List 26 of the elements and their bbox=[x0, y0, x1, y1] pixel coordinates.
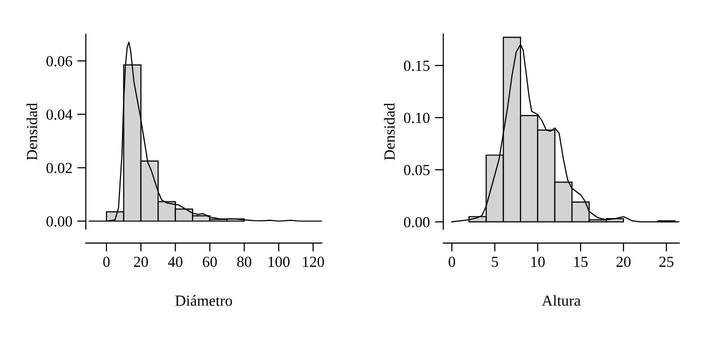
x-tick-label: 0 bbox=[103, 256, 110, 267]
y-tick-label: 0.15 bbox=[404, 60, 430, 71]
x-tick-label: 120 bbox=[303, 256, 324, 267]
x-tick-label: 10 bbox=[531, 256, 545, 267]
x-tick-label: 5 bbox=[492, 256, 498, 267]
y-tick-label: 0.10 bbox=[404, 112, 430, 124]
x-tick-label: 40 bbox=[168, 256, 182, 267]
x-tick-label: 100 bbox=[268, 256, 290, 267]
x-tick-label: 20 bbox=[616, 256, 631, 267]
x-tick-label: 0 bbox=[448, 256, 456, 267]
y-axis-title: Densidad bbox=[384, 103, 395, 160]
y-tick-label: 0.05 bbox=[404, 164, 430, 176]
y-tick-label: 0.00 bbox=[46, 216, 72, 227]
y-tick-label: 0.06 bbox=[46, 56, 72, 66]
y-tick-label: 0.02 bbox=[46, 162, 72, 174]
y-axis-title: Densidad bbox=[26, 103, 38, 160]
x-tick-label: 15 bbox=[574, 256, 588, 267]
y-tick-label: 0.00 bbox=[404, 216, 430, 228]
x-axis-title: Altura bbox=[542, 295, 581, 306]
x-tick-label: 20 bbox=[134, 256, 148, 267]
x-tick-label: 60 bbox=[202, 256, 217, 267]
line-series bbox=[88, 42, 322, 222]
y-tick-label: 0.04 bbox=[46, 109, 72, 120]
x-tick-label: 25 bbox=[659, 256, 674, 267]
x-axis-title: Diámetro bbox=[175, 295, 232, 306]
x-tick-label: 80 bbox=[237, 256, 252, 267]
